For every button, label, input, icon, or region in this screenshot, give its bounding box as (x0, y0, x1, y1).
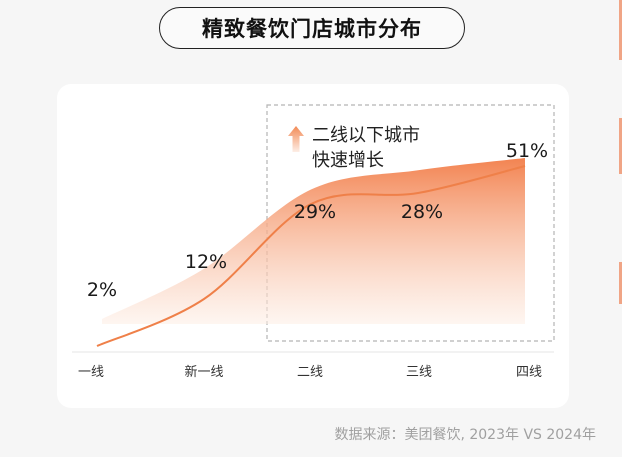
annotation-line-2: 快速增长 (312, 150, 384, 171)
value-label: 12% (185, 251, 227, 273)
edge-accent-low (619, 262, 622, 304)
x-tick-label: 三线 (406, 365, 432, 380)
x-tick-label: 一线 (78, 365, 104, 380)
growth-area (102, 158, 525, 324)
x-tick-label: 新一线 (184, 364, 223, 380)
edge-accent-mid (619, 118, 622, 174)
data-source-note: 数据来源：美团餐饮, 2023年 VS 2024年 (334, 427, 596, 443)
value-label: 51% (506, 140, 548, 162)
x-tick-label: 四线 (516, 365, 542, 380)
value-label: 2% (87, 279, 117, 301)
value-label: 28% (401, 201, 443, 223)
x-tick-label: 二线 (297, 365, 323, 380)
chart-title: 精致餐饮门店城市分布 (159, 7, 465, 49)
value-label: 29% (294, 201, 336, 223)
up-arrow-icon (288, 126, 304, 152)
annotation-line-1: 二线以下城市 (312, 125, 420, 146)
trend-line (96, 165, 526, 347)
edge-accent-top (619, 0, 622, 60)
